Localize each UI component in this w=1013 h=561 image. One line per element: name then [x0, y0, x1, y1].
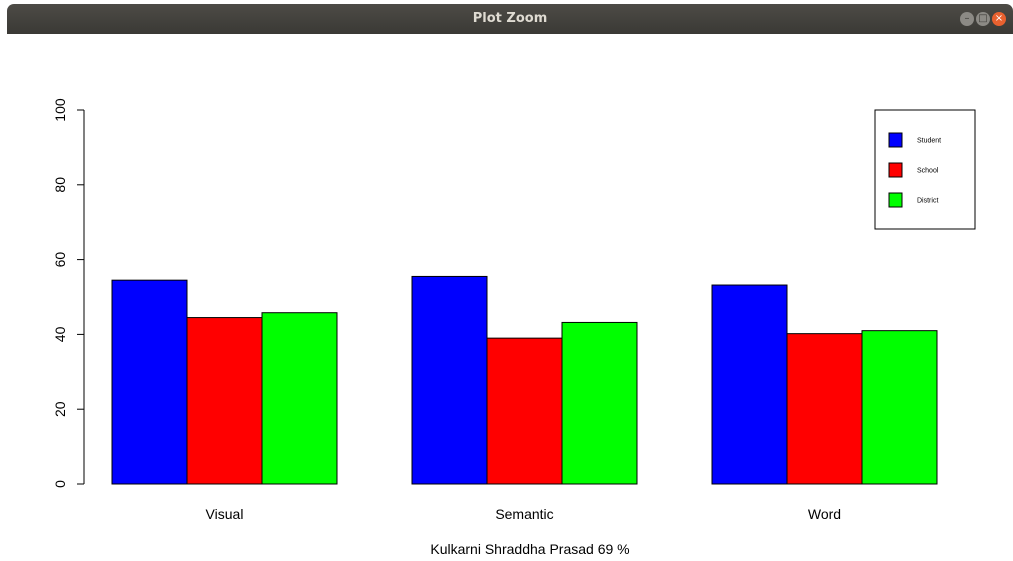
bar-district-word	[861, 330, 938, 485]
bar-student-visual	[111, 279, 188, 485]
legend-swatch-student	[888, 132, 903, 148]
close-button[interactable]: ×	[992, 12, 1006, 26]
legend-swatch-district	[888, 192, 903, 208]
legend-box	[874, 109, 976, 230]
bar-student-semantic	[411, 275, 488, 485]
legend-label: District	[917, 198, 938, 205]
y-tick-label: 100	[52, 98, 68, 122]
y-tick-label: 20	[52, 401, 68, 417]
plot-area: 0 20 40 60 80 100 Visual Semantic Word Kulkarni S…	[7, 34, 1013, 561]
legend-swatch-school	[888, 162, 903, 178]
y-tick-label: 0	[52, 480, 68, 488]
minimize-button[interactable]: –	[960, 12, 974, 26]
y-tick-label: 40	[52, 326, 68, 342]
legend-label: School	[917, 168, 939, 175]
window-titlebar[interactable]: Plot Zoom – □ ×	[7, 4, 1013, 34]
bar-chart: 0 20 40 60 80 100 Visual Semantic Word Kulkarni S…	[52, 98, 976, 557]
bar-district-semantic	[561, 321, 638, 485]
x-tick-label: Semantic	[495, 506, 553, 522]
window-title: Plot Zoom	[472, 11, 548, 26]
bar-school-word	[786, 333, 863, 485]
bar-district-visual	[261, 312, 338, 485]
bar-school-semantic	[486, 337, 563, 485]
x-tick-label: Word	[808, 506, 841, 522]
legend-label: Student	[917, 138, 941, 145]
bar-school-visual	[186, 317, 263, 485]
y-tick-label: 80	[52, 177, 68, 193]
x-axis-label: Kulkarni Shraddha Prasad 69 %	[430, 541, 629, 557]
maximize-button[interactable]: □	[976, 12, 990, 26]
bar-student-word	[711, 284, 788, 485]
y-tick-label: 60	[52, 252, 68, 268]
x-tick-label: Visual	[206, 506, 244, 522]
